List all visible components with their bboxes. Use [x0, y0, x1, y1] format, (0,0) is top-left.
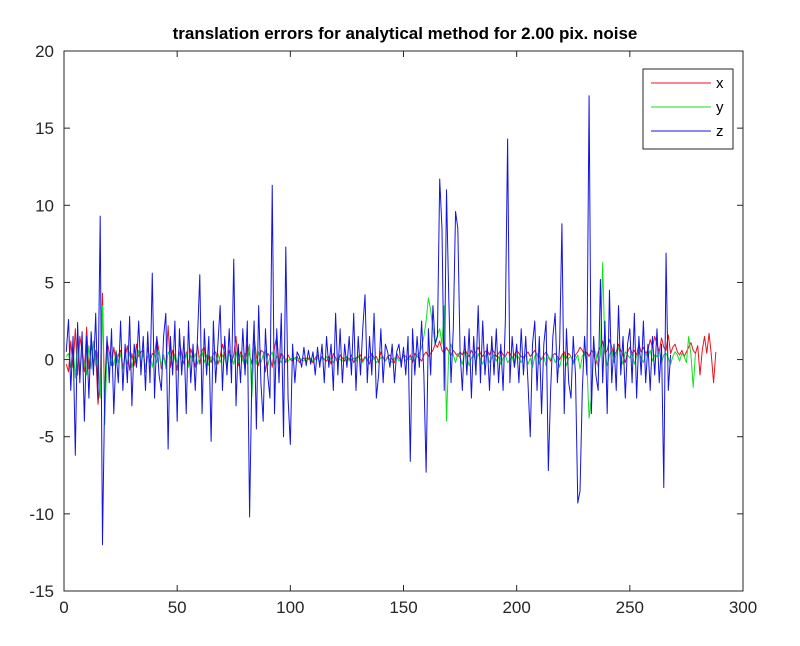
- y-tick-label: -5: [39, 428, 54, 447]
- series-line-z: [65, 95, 672, 546]
- y-tick-label: 15: [35, 119, 54, 138]
- legend-box: [642, 68, 734, 150]
- y-axis: -15 -10 -5 0 5 10 15 20: [29, 42, 743, 601]
- series-line-y: [65, 261, 696, 425]
- x-tick-label: 0: [59, 598, 68, 617]
- x-tick-label: 100: [276, 598, 304, 617]
- y-tick-label: -15: [29, 582, 54, 601]
- x-axis: 0 50 100 150 200 250 300: [59, 51, 757, 617]
- legend-label-z: z: [716, 123, 724, 140]
- legend: xyz: [642, 68, 734, 150]
- y-tick-label: 20: [35, 42, 54, 61]
- y-tick-label: 0: [45, 351, 54, 370]
- plot-area: [64, 51, 743, 591]
- y-tick-label: 5: [45, 273, 54, 292]
- y-tick-label: 10: [35, 196, 54, 215]
- x-tick-label: 200: [502, 598, 530, 617]
- x-tick-label: 150: [389, 598, 417, 617]
- x-tick-label: 50: [168, 598, 187, 617]
- x-tick-label: 300: [729, 598, 757, 617]
- legend-label-y: y: [716, 99, 724, 116]
- series-layer: [65, 95, 717, 546]
- legend-label-x: x: [716, 75, 724, 92]
- chart-title: translation errors for analytical method…: [173, 24, 638, 43]
- x-tick-label: 250: [616, 598, 644, 617]
- y-tick-label: -10: [29, 505, 54, 524]
